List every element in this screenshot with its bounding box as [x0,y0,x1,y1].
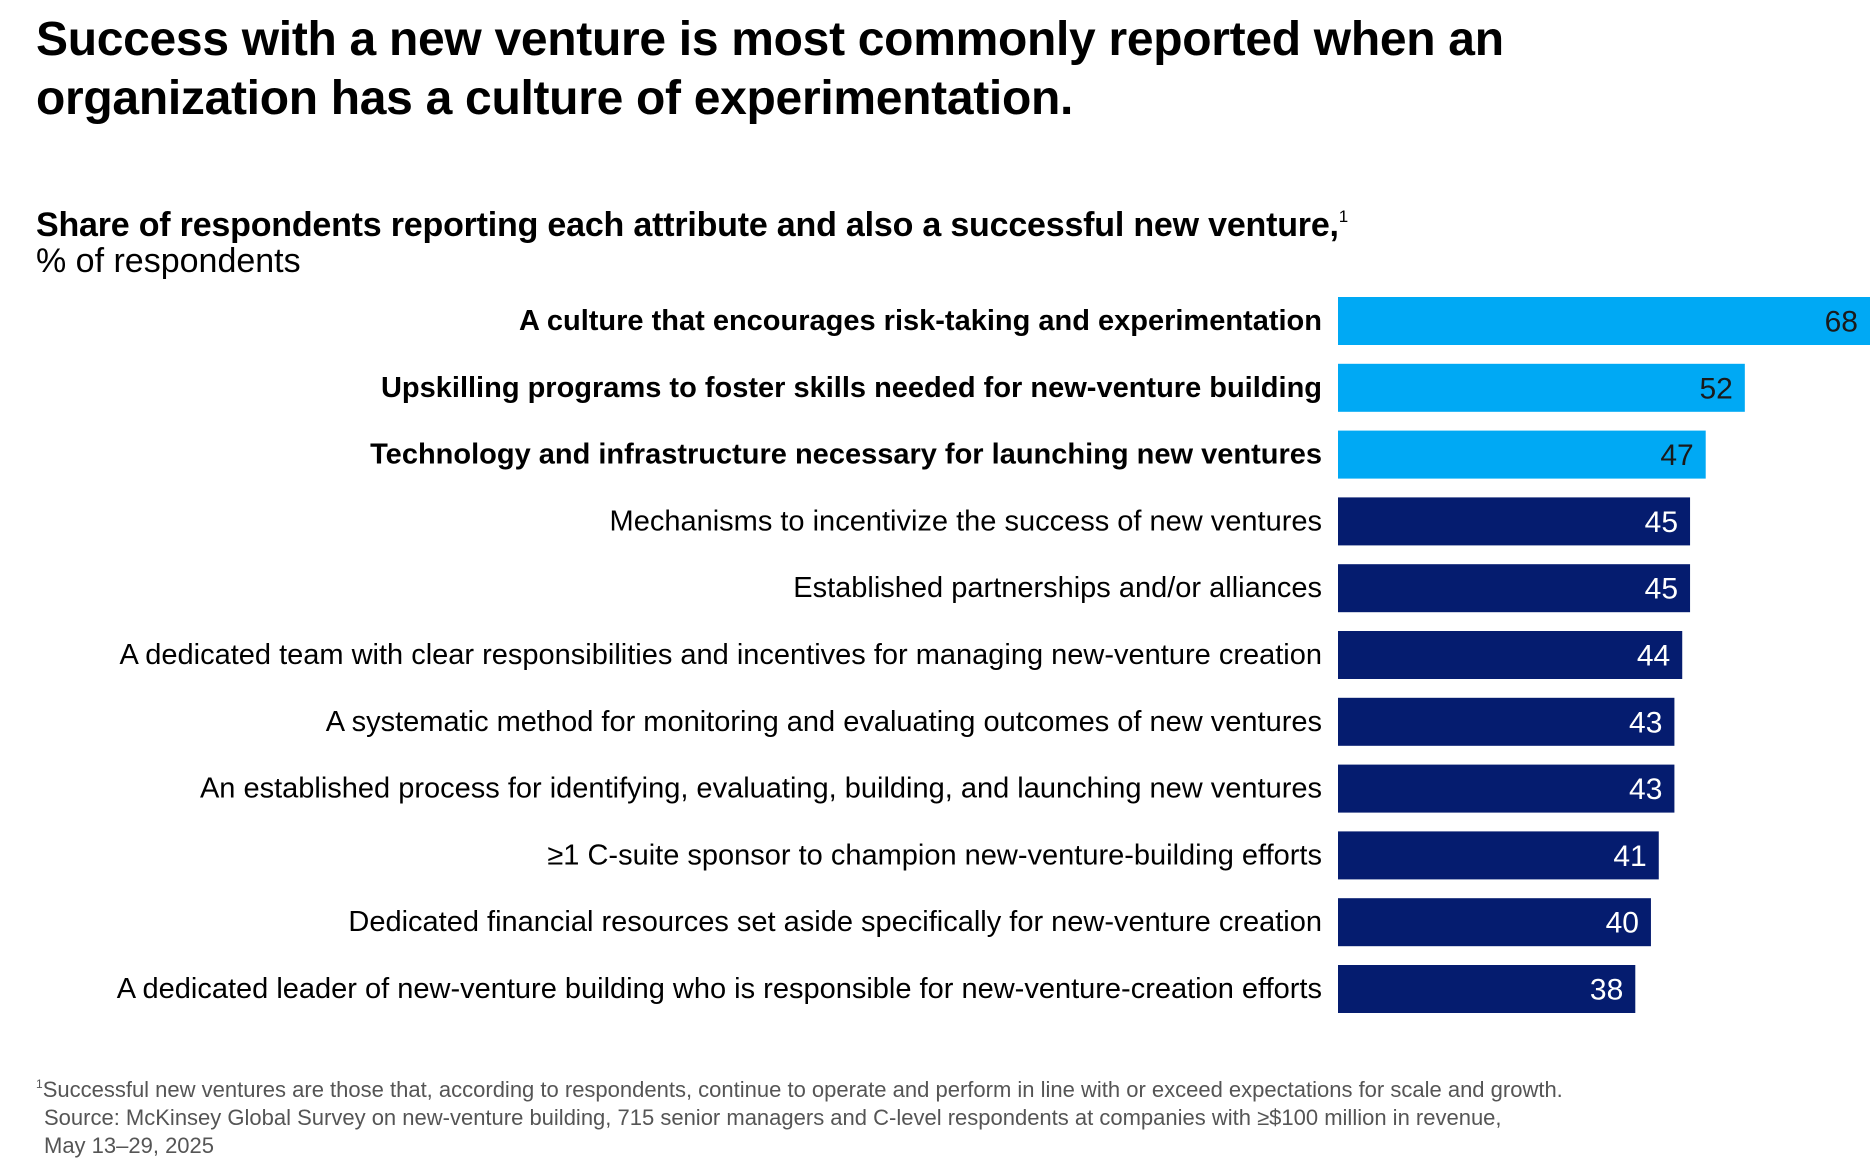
footnote-1: 1Successful new ventures are those that,… [36,1070,1836,1104]
unit-label: % of respondents [36,242,301,280]
category-label: A dedicated team with clear responsibili… [119,639,1322,671]
bar [1338,697,1675,746]
bar [1338,363,1745,412]
value-label: 47 [1660,439,1693,472]
value-label: 38 [1590,974,1623,1007]
footnote-1-text: Successful new ventures are those that, … [42,1077,1563,1102]
value-label: 44 [1637,640,1670,673]
category-label: ≥1 C-suite sponsor to champion new-ventu… [547,839,1322,871]
bar [1338,631,1683,679]
category-label: Mechanisms to incentivize the success of… [610,505,1322,537]
bar [1338,497,1691,546]
bar [1338,831,1659,880]
footnote-marker: 1 [1338,207,1349,226]
bar [1338,297,1870,345]
category-label: A culture that encourages risk-taking an… [519,305,1322,337]
value-label: 43 [1629,706,1662,739]
value-label: 45 [1645,573,1678,606]
category-label: An established process for identifying, … [200,773,1322,805]
bar [1338,764,1675,813]
bar [1338,564,1691,613]
chart-title: Success with a new venture is most commo… [36,13,1504,125]
value-label: 45 [1645,506,1678,539]
bar-chart: A culture that encourages risk-taking an… [117,297,1870,1013]
subtitle-text: Share of respondents reporting each attr… [36,206,1339,244]
bar [1338,898,1651,947]
value-label: 68 [1825,306,1858,339]
category-label: Technology and infrastructure necessary … [370,439,1322,471]
value-label: 40 [1606,907,1639,940]
category-label: Upskilling programs to foster skills nee… [381,372,1322,404]
bar [1338,965,1636,1013]
footnote-1-marker: 1 [36,1077,43,1091]
value-label: 43 [1629,773,1662,806]
category-label: A dedicated leader of new-venture buildi… [117,973,1322,1005]
category-label: A systematic method for monitoring and e… [326,706,1322,738]
chart-subtitle: Share of respondents reporting each attr… [36,196,1348,246]
category-label: Established partnerships and/or alliance… [793,572,1322,604]
source-line-1: Source: McKinsey Global Survey on new-ve… [44,1105,1502,1130]
category-label: Dedicated financial resources set aside … [348,906,1322,938]
source-line-2: May 13–29, 2025 [44,1133,215,1158]
value-label: 52 [1699,372,1732,405]
value-label: 41 [1613,840,1646,873]
bar [1338,430,1706,479]
footnotes: 1Successful new ventures are those that,… [36,1070,1836,1160]
